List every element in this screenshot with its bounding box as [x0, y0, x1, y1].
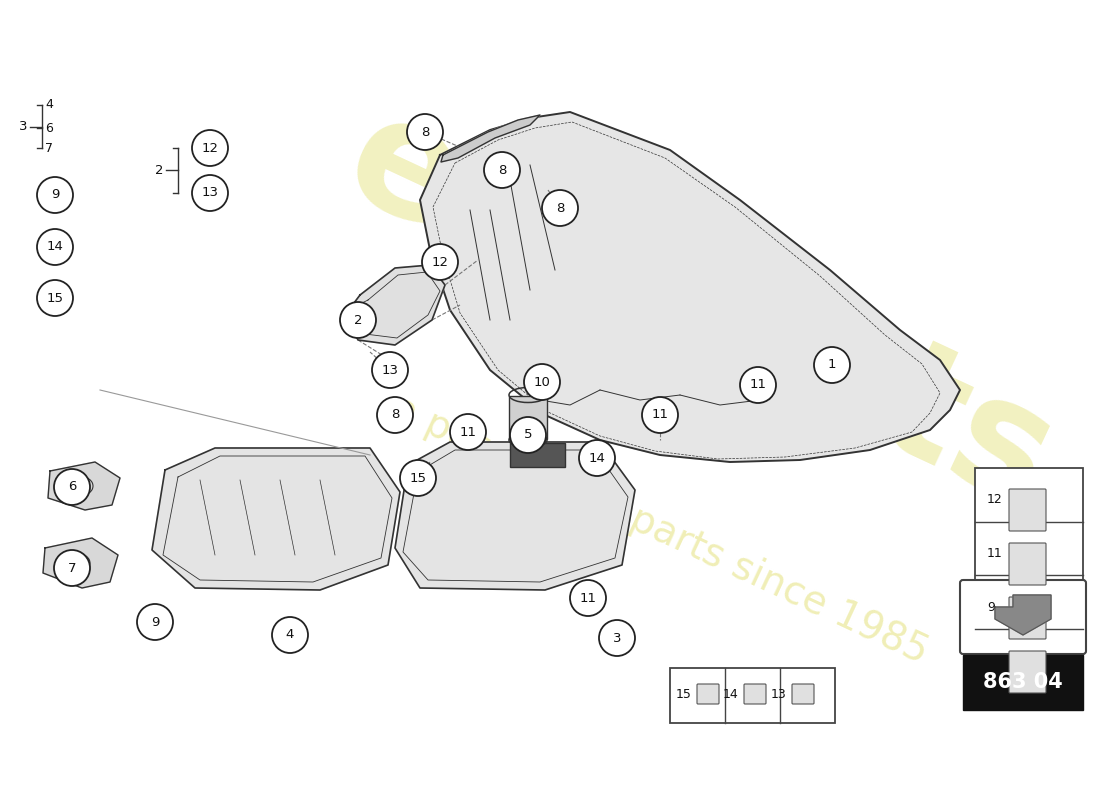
- Circle shape: [484, 152, 520, 188]
- Text: 13: 13: [382, 363, 398, 377]
- Polygon shape: [996, 595, 1050, 635]
- Text: 15: 15: [676, 689, 692, 702]
- Circle shape: [54, 550, 90, 586]
- Text: 8: 8: [421, 126, 429, 138]
- Text: 11: 11: [987, 547, 1003, 560]
- FancyBboxPatch shape: [744, 684, 766, 704]
- Circle shape: [642, 397, 678, 433]
- Text: 863 04: 863 04: [983, 672, 1063, 692]
- Text: 12: 12: [431, 255, 449, 269]
- Text: 7: 7: [45, 142, 53, 154]
- Text: a passion for parts since 1985: a passion for parts since 1985: [386, 389, 934, 671]
- Text: 3: 3: [19, 121, 28, 134]
- Text: 11: 11: [749, 378, 767, 391]
- Text: 11: 11: [651, 409, 669, 422]
- Polygon shape: [48, 462, 120, 510]
- Text: 2: 2: [154, 163, 163, 177]
- Text: 8: 8: [390, 409, 399, 422]
- Text: 9: 9: [151, 615, 160, 629]
- Circle shape: [372, 352, 408, 388]
- FancyBboxPatch shape: [697, 684, 719, 704]
- Bar: [509, 396, 547, 439]
- FancyBboxPatch shape: [1009, 543, 1046, 585]
- Text: 6: 6: [68, 481, 76, 494]
- Text: 15: 15: [409, 471, 427, 485]
- Bar: [670, 668, 835, 723]
- Polygon shape: [395, 442, 635, 590]
- Circle shape: [524, 364, 560, 400]
- Text: 11: 11: [460, 426, 476, 438]
- Text: 1: 1: [827, 358, 836, 371]
- Circle shape: [407, 114, 443, 150]
- Circle shape: [377, 397, 412, 433]
- FancyBboxPatch shape: [1009, 597, 1046, 639]
- Circle shape: [138, 604, 173, 640]
- Circle shape: [37, 177, 73, 213]
- Text: eu-parts: eu-parts: [322, 79, 1077, 541]
- Text: 11: 11: [580, 591, 596, 605]
- Bar: [962, 655, 1084, 710]
- Circle shape: [37, 229, 73, 265]
- Text: 4: 4: [286, 629, 294, 642]
- Circle shape: [422, 244, 458, 280]
- Circle shape: [192, 175, 228, 211]
- Text: 2: 2: [354, 314, 362, 326]
- Circle shape: [272, 617, 308, 653]
- FancyBboxPatch shape: [1009, 651, 1046, 693]
- Circle shape: [600, 620, 635, 656]
- Polygon shape: [441, 115, 540, 162]
- Text: 13: 13: [771, 689, 786, 702]
- Circle shape: [542, 190, 578, 226]
- Text: 10: 10: [534, 375, 550, 389]
- Text: 5: 5: [524, 429, 532, 442]
- Text: 9: 9: [51, 189, 59, 202]
- Circle shape: [814, 347, 850, 383]
- Circle shape: [192, 130, 228, 166]
- Circle shape: [579, 440, 615, 476]
- Circle shape: [450, 414, 486, 450]
- Text: 15: 15: [46, 291, 64, 305]
- Text: 7: 7: [68, 562, 76, 574]
- Text: 13: 13: [201, 186, 219, 199]
- Polygon shape: [420, 112, 960, 462]
- Text: 14: 14: [723, 689, 739, 702]
- Circle shape: [400, 460, 436, 496]
- Circle shape: [570, 580, 606, 616]
- Text: 3: 3: [613, 631, 621, 645]
- Polygon shape: [43, 538, 118, 588]
- Text: 14: 14: [46, 241, 64, 254]
- Text: 9: 9: [987, 601, 994, 614]
- Circle shape: [37, 280, 73, 316]
- FancyBboxPatch shape: [792, 684, 814, 704]
- Text: 8: 8: [987, 655, 996, 668]
- Text: 4: 4: [45, 98, 53, 111]
- FancyBboxPatch shape: [960, 580, 1086, 654]
- FancyBboxPatch shape: [1009, 489, 1046, 531]
- Bar: [510, 443, 565, 467]
- Circle shape: [740, 367, 776, 403]
- Polygon shape: [152, 448, 400, 590]
- Text: 12: 12: [987, 493, 1003, 506]
- Text: 6: 6: [45, 122, 53, 134]
- Bar: [975, 468, 1084, 683]
- Text: 12: 12: [201, 142, 219, 154]
- Text: 8: 8: [556, 202, 564, 214]
- Text: 14: 14: [588, 451, 605, 465]
- Circle shape: [54, 469, 90, 505]
- Text: 8: 8: [498, 163, 506, 177]
- Circle shape: [510, 417, 546, 453]
- Circle shape: [340, 302, 376, 338]
- Polygon shape: [345, 265, 446, 345]
